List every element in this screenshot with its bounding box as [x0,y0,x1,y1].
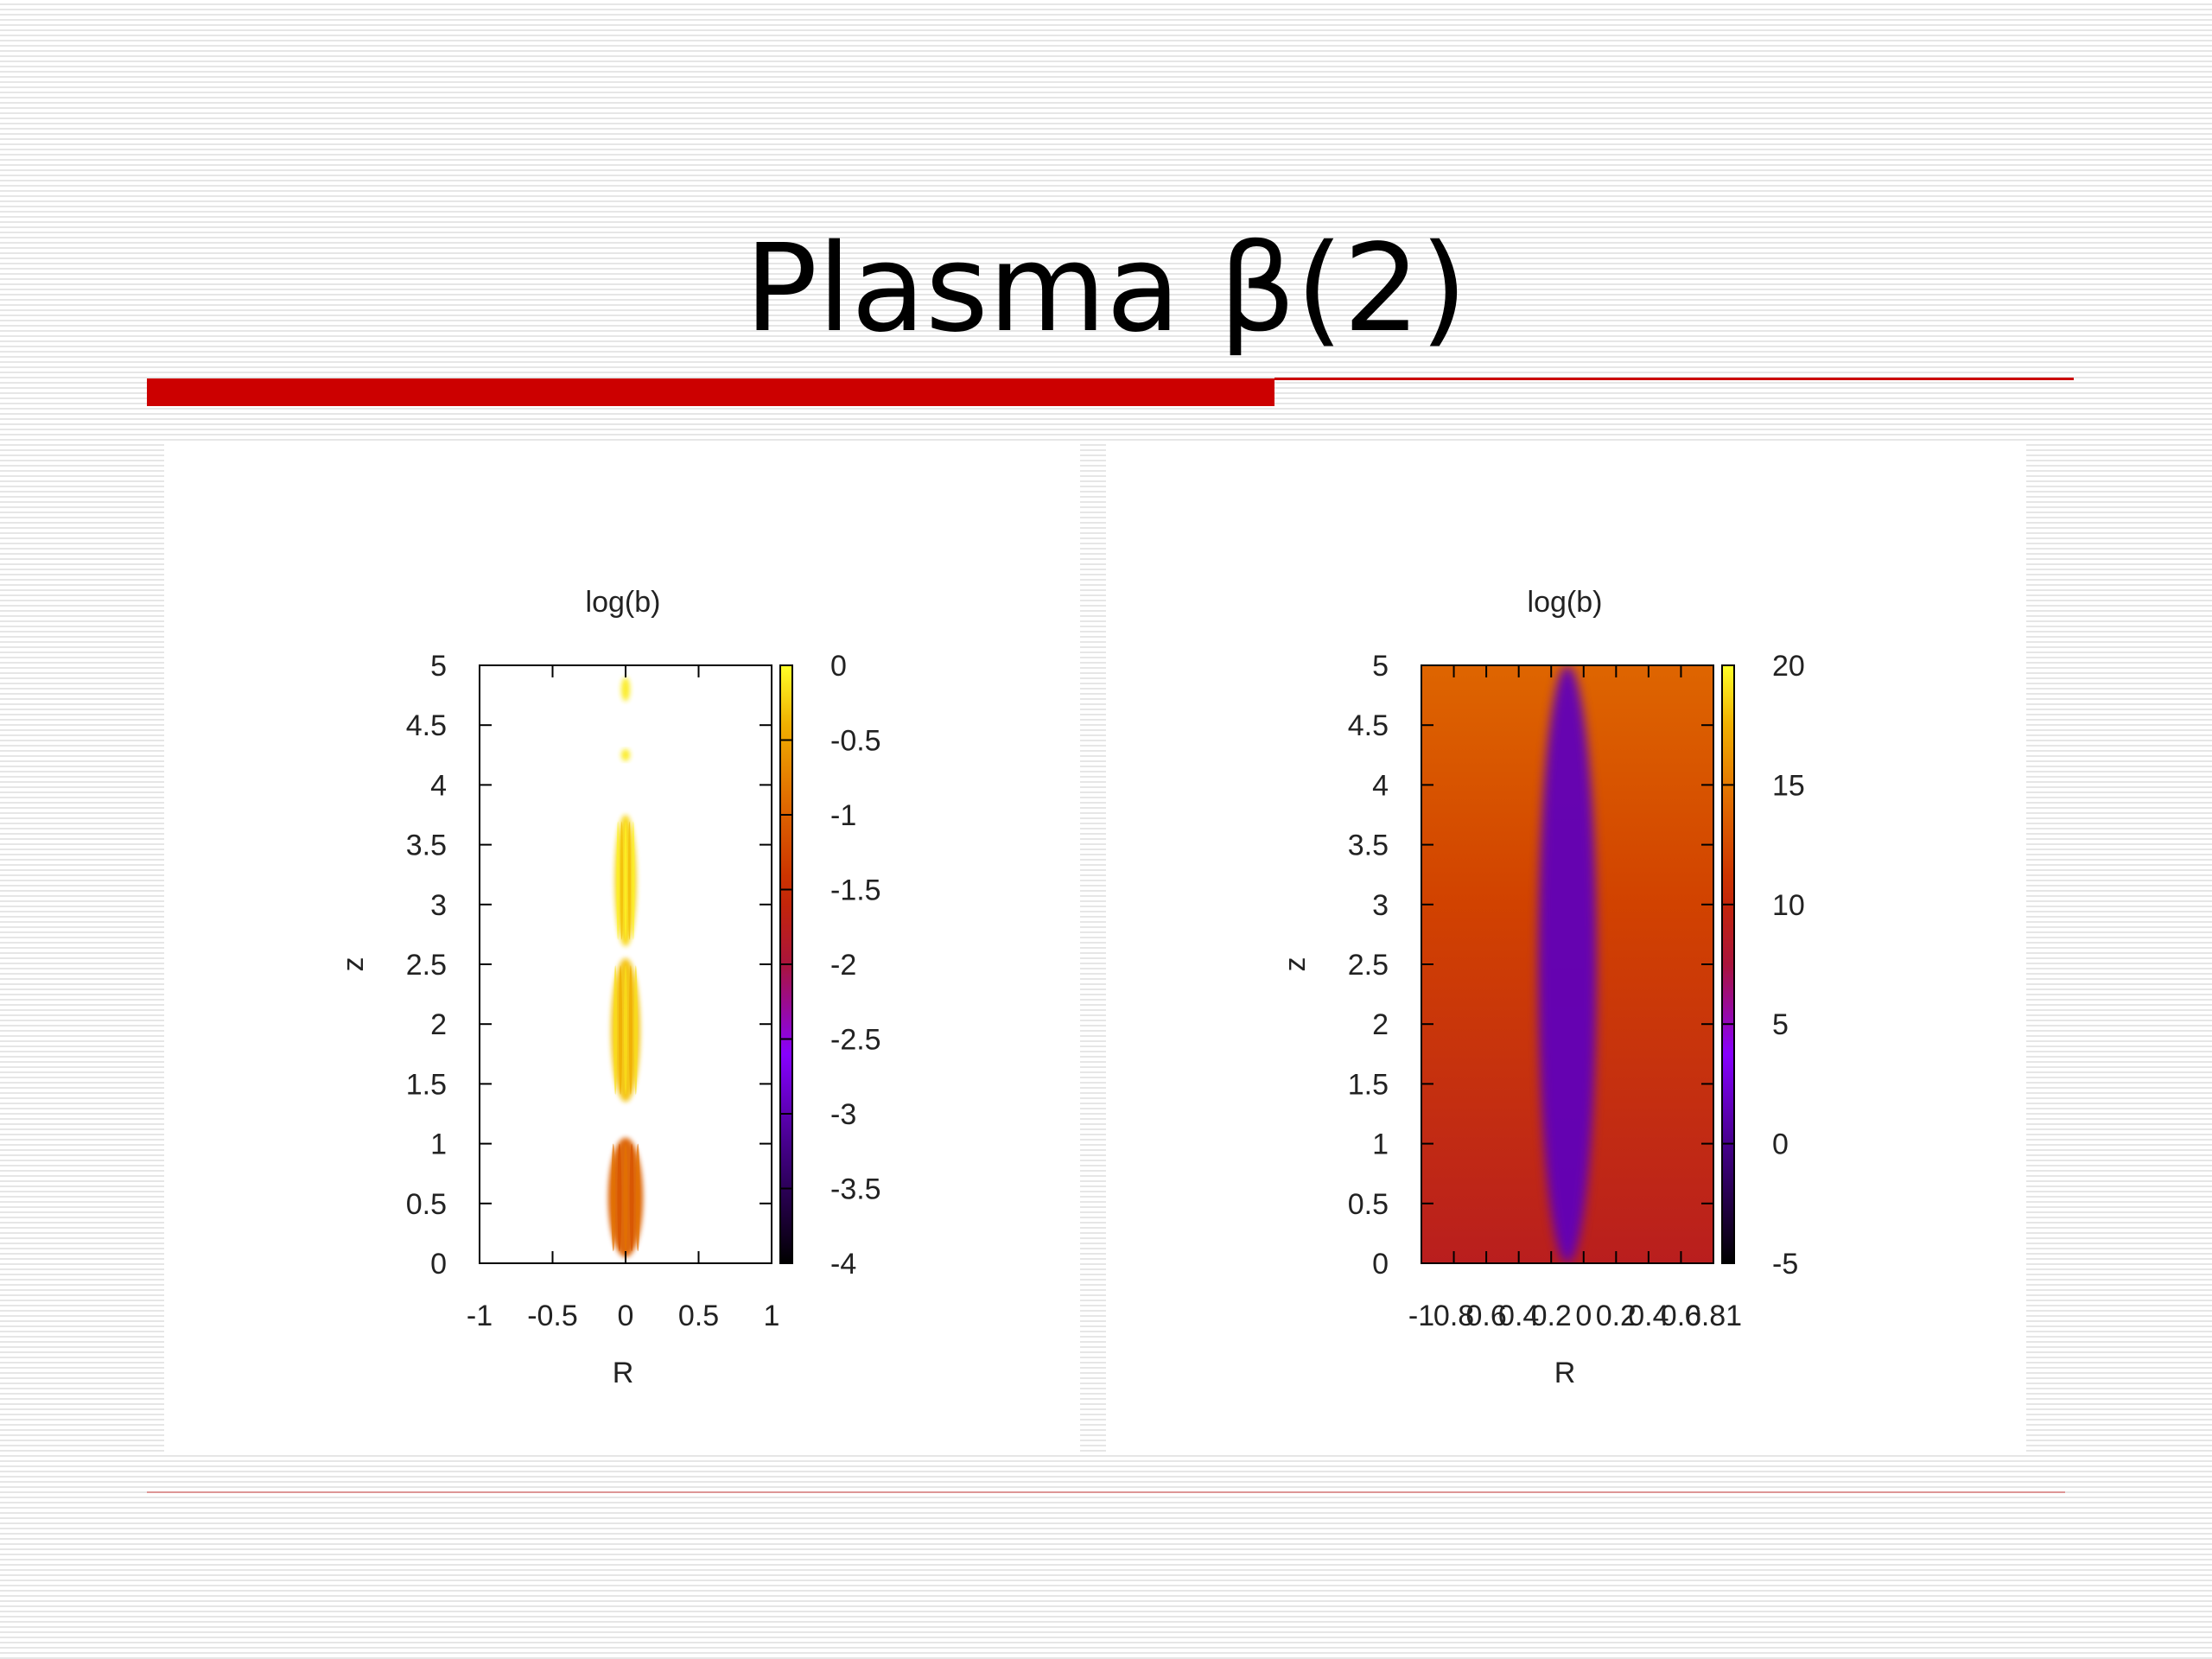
jet-streak [632,821,635,940]
x-tick-label: 0.4 [1498,1300,1539,1332]
colorbar-tick-label: -4 [830,1248,856,1281]
x-axis-label: R [1554,1357,1576,1389]
jet-streak [620,821,624,940]
colorbar-tick-label: -1.5 [830,874,881,907]
colorbar-tick-label: -1 [830,799,856,832]
y-tick-label: 5 [1372,650,1389,683]
colorbar-tick-label: -5 [1772,1248,1798,1281]
x-axis-label: R [613,1357,634,1389]
x-tick-label: 0.81 [1685,1300,1742,1332]
y-tick-label: 5 [430,650,447,683]
y-tick-label: 2.5 [1348,949,1389,982]
chart-title: log(b) [586,586,661,619]
heatmap-chart-left: 0 0.5 1 1.5 2 2.5 3 3.5 4 4.5 5 -1 -0.5 0 0.5 1 log(b) Rz… [337,586,881,1389]
y-tick-label: 3.5 [1348,830,1389,862]
jet-streak [623,1143,628,1252]
x-tick-label: -0.5 [527,1300,578,1332]
colorbar-tick-label: -3.5 [830,1173,881,1206]
y-tick-label: 3.5 [406,830,447,862]
colorbar-tick-label: 0 [830,650,847,683]
jet-streak [611,1143,616,1252]
jet-feature-0 [1538,665,1597,1263]
y-tick-label: 4 [430,769,447,802]
x-tick-label: -1 [1408,1300,1434,1332]
x-tick-label: 0.5 [678,1300,719,1332]
jet-streak [629,1143,634,1252]
y-tick-label: 2.5 [406,949,447,982]
x-tick-label: 0.2 [1596,1300,1637,1332]
y-axis-label: z [1279,957,1312,972]
x-tick-label: 0 [618,1300,634,1332]
colorbar [1721,664,1735,1264]
y-tick-label: 1 [1372,1128,1389,1161]
x-tick-label: 0.6 [1465,1300,1506,1332]
y-tick-label: 4.5 [1348,709,1389,742]
colorbar-tick-label: 10 [1772,889,1805,922]
y-tick-label: 0.5 [406,1188,447,1221]
y-tick-label: 4 [1372,769,1389,802]
jet-feature-3 [620,748,631,761]
jet-streak [633,965,638,1095]
x-tick-label: 0.8 [1433,1300,1474,1332]
jet-streak [628,965,632,1095]
chart-panel-right: 0 0.5 1 1.5 2 2.5 3 3.5 4 4.5 5 -1 0.8 0.6 0.4 0.2 0 0.2 0… [1106,441,2026,1452]
y-tick-label: 4.5 [406,709,447,742]
y-tick-label: 2 [1372,1008,1389,1041]
colorbar-tick-label: 0 [1772,1128,1789,1161]
jet-streak [623,965,628,1095]
colorbar-tick-label: -2.5 [830,1024,881,1057]
colorbar-tick-label: 15 [1772,769,1805,802]
jet-streak [619,965,623,1095]
footer-divider [147,1491,2065,1493]
x-tick-label: 0.6 [1661,1300,1701,1332]
colorbar-tick-label: -0.5 [830,725,881,758]
y-axis-label: z [337,957,370,972]
y-tick-label: 1.5 [1348,1068,1389,1101]
jet-streak [635,1143,640,1252]
slide-title: Plasma β(2) [744,219,1468,359]
title-underline-thin [1274,378,2074,380]
y-tick-label: 3 [430,889,447,922]
jet-streak [617,1143,622,1252]
jet-streak [613,965,618,1095]
x-tick-label: 0.4 [1628,1300,1669,1332]
x-tick-label: 0 [1575,1300,1592,1332]
y-tick-label: 1.5 [406,1068,447,1101]
x-tick-label: -1 [467,1300,493,1332]
x-tick-label: 1 [764,1300,780,1332]
y-tick-label: 0.5 [1348,1188,1389,1221]
colorbar-tick-label: -3 [830,1098,856,1131]
y-tick-label: 1 [430,1128,447,1161]
colorbar-tick-label: 20 [1772,650,1805,683]
jet-streak [624,821,627,940]
colorbar-tick-label: 5 [1772,1008,1789,1041]
title-underline-thick [147,378,1274,406]
y-tick-label: 3 [1372,889,1389,922]
jet-streak [627,821,631,940]
jet-feature-4 [620,677,631,702]
jet-streak [616,821,620,940]
heatmap-chart-right: 00.511.522.533.544.55-10.80.60.40.2 0 0.20… [1279,586,1805,1389]
x-tick-label: 0.2 [1531,1300,1572,1332]
colorbar-tick-label: -2 [830,949,856,982]
y-tick-label: 2 [430,1008,447,1041]
y-tick-label: 0 [430,1248,447,1281]
chart-title: log(b) [1528,586,1603,619]
y-tick-label: 0 [1372,1248,1389,1281]
